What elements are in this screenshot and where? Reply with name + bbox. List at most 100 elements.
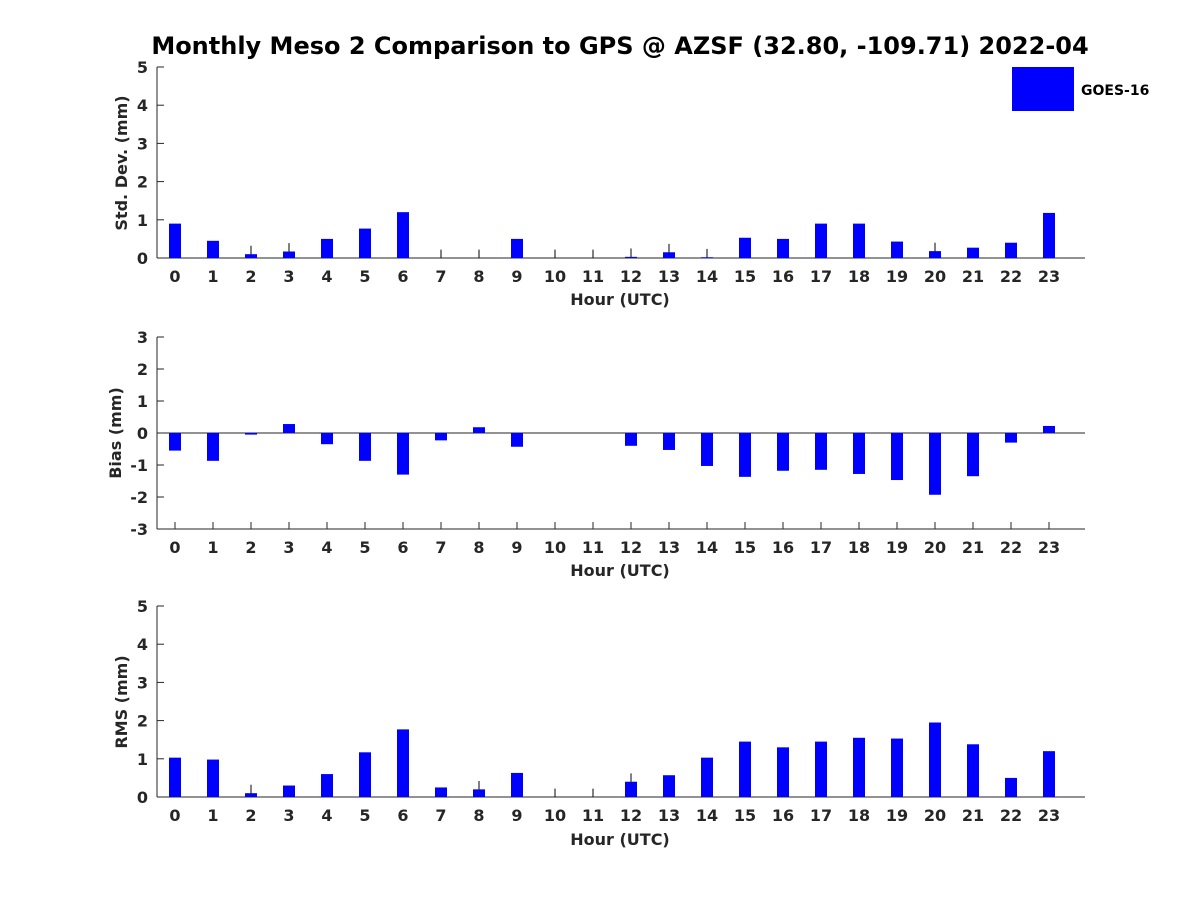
rms-xtick-label: 4 xyxy=(321,806,332,825)
std-bar xyxy=(663,252,675,258)
bias-bar xyxy=(1005,433,1017,443)
std-bar xyxy=(169,223,181,258)
bias-xtick-label: 3 xyxy=(283,538,294,557)
rms-bar xyxy=(321,774,333,797)
std-ytick-label: 5 xyxy=(137,58,148,77)
bias-bar xyxy=(701,433,713,466)
std-bar xyxy=(891,241,903,258)
bias-xtick-label: 14 xyxy=(696,538,718,557)
rms-xtick-label: 22 xyxy=(1000,806,1022,825)
rms-xtick-label: 3 xyxy=(283,806,294,825)
std-bar xyxy=(701,257,713,259)
bias-xtick-label: 19 xyxy=(886,538,908,557)
bias-bar xyxy=(435,433,447,441)
std-xtick-label: 18 xyxy=(848,267,870,286)
bias-bar xyxy=(967,433,979,477)
bias-bar xyxy=(739,433,751,477)
bias-ytick-label: 1 xyxy=(137,392,148,411)
bias-ytick-label: 0 xyxy=(137,424,148,443)
legend-swatch xyxy=(1012,67,1074,111)
std-bar xyxy=(321,238,333,258)
std-bar xyxy=(625,256,637,258)
rms-xtick-label: 18 xyxy=(848,806,870,825)
bias-bar xyxy=(397,433,409,475)
rms-xtick-label: 12 xyxy=(620,806,642,825)
rms-bar xyxy=(891,738,903,797)
bias-bar xyxy=(207,433,219,461)
std-xtick-label: 21 xyxy=(962,267,984,286)
rms-xtick-label: 5 xyxy=(359,806,370,825)
std-dev-xlabel: Hour (UTC) xyxy=(570,290,670,309)
rms-bar xyxy=(1043,751,1055,797)
std-bar xyxy=(929,251,941,258)
std-ytick-label: 2 xyxy=(137,173,148,192)
rms-ytick-label: 5 xyxy=(137,597,148,616)
rms-xlabel: Hour (UTC) xyxy=(570,830,670,849)
std-ytick-label: 1 xyxy=(137,211,148,230)
bias-bar xyxy=(169,433,181,451)
rms-xtick-label: 17 xyxy=(810,806,832,825)
bias-xtick-label: 4 xyxy=(321,538,332,557)
std-bar xyxy=(359,228,371,258)
rms-bar xyxy=(815,741,827,797)
rms-xtick-label: 21 xyxy=(962,806,984,825)
std-bar xyxy=(397,212,409,258)
bias-bar xyxy=(473,427,485,433)
std-bar xyxy=(1005,242,1017,258)
bias-xtick-label: 20 xyxy=(924,538,946,557)
rms-xtick-label: 16 xyxy=(772,806,794,825)
rms-bar xyxy=(435,787,447,797)
std-dev-ylabel: Std. Dev. (mm) xyxy=(112,95,131,230)
rms-ytick-label: 3 xyxy=(137,673,148,692)
bias-xtick-label: 15 xyxy=(734,538,756,557)
rms-xtick-label: 15 xyxy=(734,806,756,825)
rms-bar xyxy=(245,793,257,797)
rms-xtick-label: 19 xyxy=(886,806,908,825)
std-xtick-label: 14 xyxy=(696,267,718,286)
rms-bar xyxy=(625,781,637,797)
rms-bar xyxy=(929,722,941,797)
rms-xtick-label: 6 xyxy=(397,806,408,825)
bias-xtick-label: 13 xyxy=(658,538,680,557)
std-xtick-label: 17 xyxy=(810,267,832,286)
bias-xtick-label: 9 xyxy=(511,538,522,557)
std-bar xyxy=(511,238,523,258)
rms-bar xyxy=(473,789,485,797)
bias-xtick-label: 6 xyxy=(397,538,408,557)
rms-bar xyxy=(701,757,713,797)
std-xtick-label: 11 xyxy=(582,267,604,286)
bias-xtick-label: 8 xyxy=(473,538,484,557)
bias-xtick-label: 7 xyxy=(435,538,446,557)
std-xtick-label: 10 xyxy=(544,267,566,286)
rms-ytick-label: 0 xyxy=(137,788,148,807)
std-bar xyxy=(815,223,827,258)
bias-bar xyxy=(929,433,941,495)
std-ytick-label: 4 xyxy=(137,96,148,115)
rms-bar xyxy=(359,752,371,797)
bias-bar xyxy=(625,433,637,446)
bias-xtick-label: 5 xyxy=(359,538,370,557)
rms-bar xyxy=(207,759,219,797)
std-xtick-label: 3 xyxy=(283,267,294,286)
std-xtick-label: 5 xyxy=(359,267,370,286)
rms-bar xyxy=(967,744,979,797)
std-xtick-label: 8 xyxy=(473,267,484,286)
std-xtick-label: 12 xyxy=(620,267,642,286)
bias-ytick-label: 2 xyxy=(137,360,148,379)
std-xtick-label: 1 xyxy=(207,267,218,286)
bias-xtick-label: 2 xyxy=(245,538,256,557)
rms-ytick-label: 1 xyxy=(137,750,148,769)
std-xtick-label: 0 xyxy=(169,267,180,286)
std-xtick-label: 2 xyxy=(245,267,256,286)
bias-xtick-label: 16 xyxy=(772,538,794,557)
std-xtick-label: 23 xyxy=(1038,267,1060,286)
bias-bar xyxy=(777,433,789,471)
std-xtick-label: 4 xyxy=(321,267,332,286)
bias-bar xyxy=(321,433,333,445)
rms-bar xyxy=(169,757,181,797)
rms-xtick-label: 7 xyxy=(435,806,446,825)
std-bar xyxy=(245,254,257,258)
